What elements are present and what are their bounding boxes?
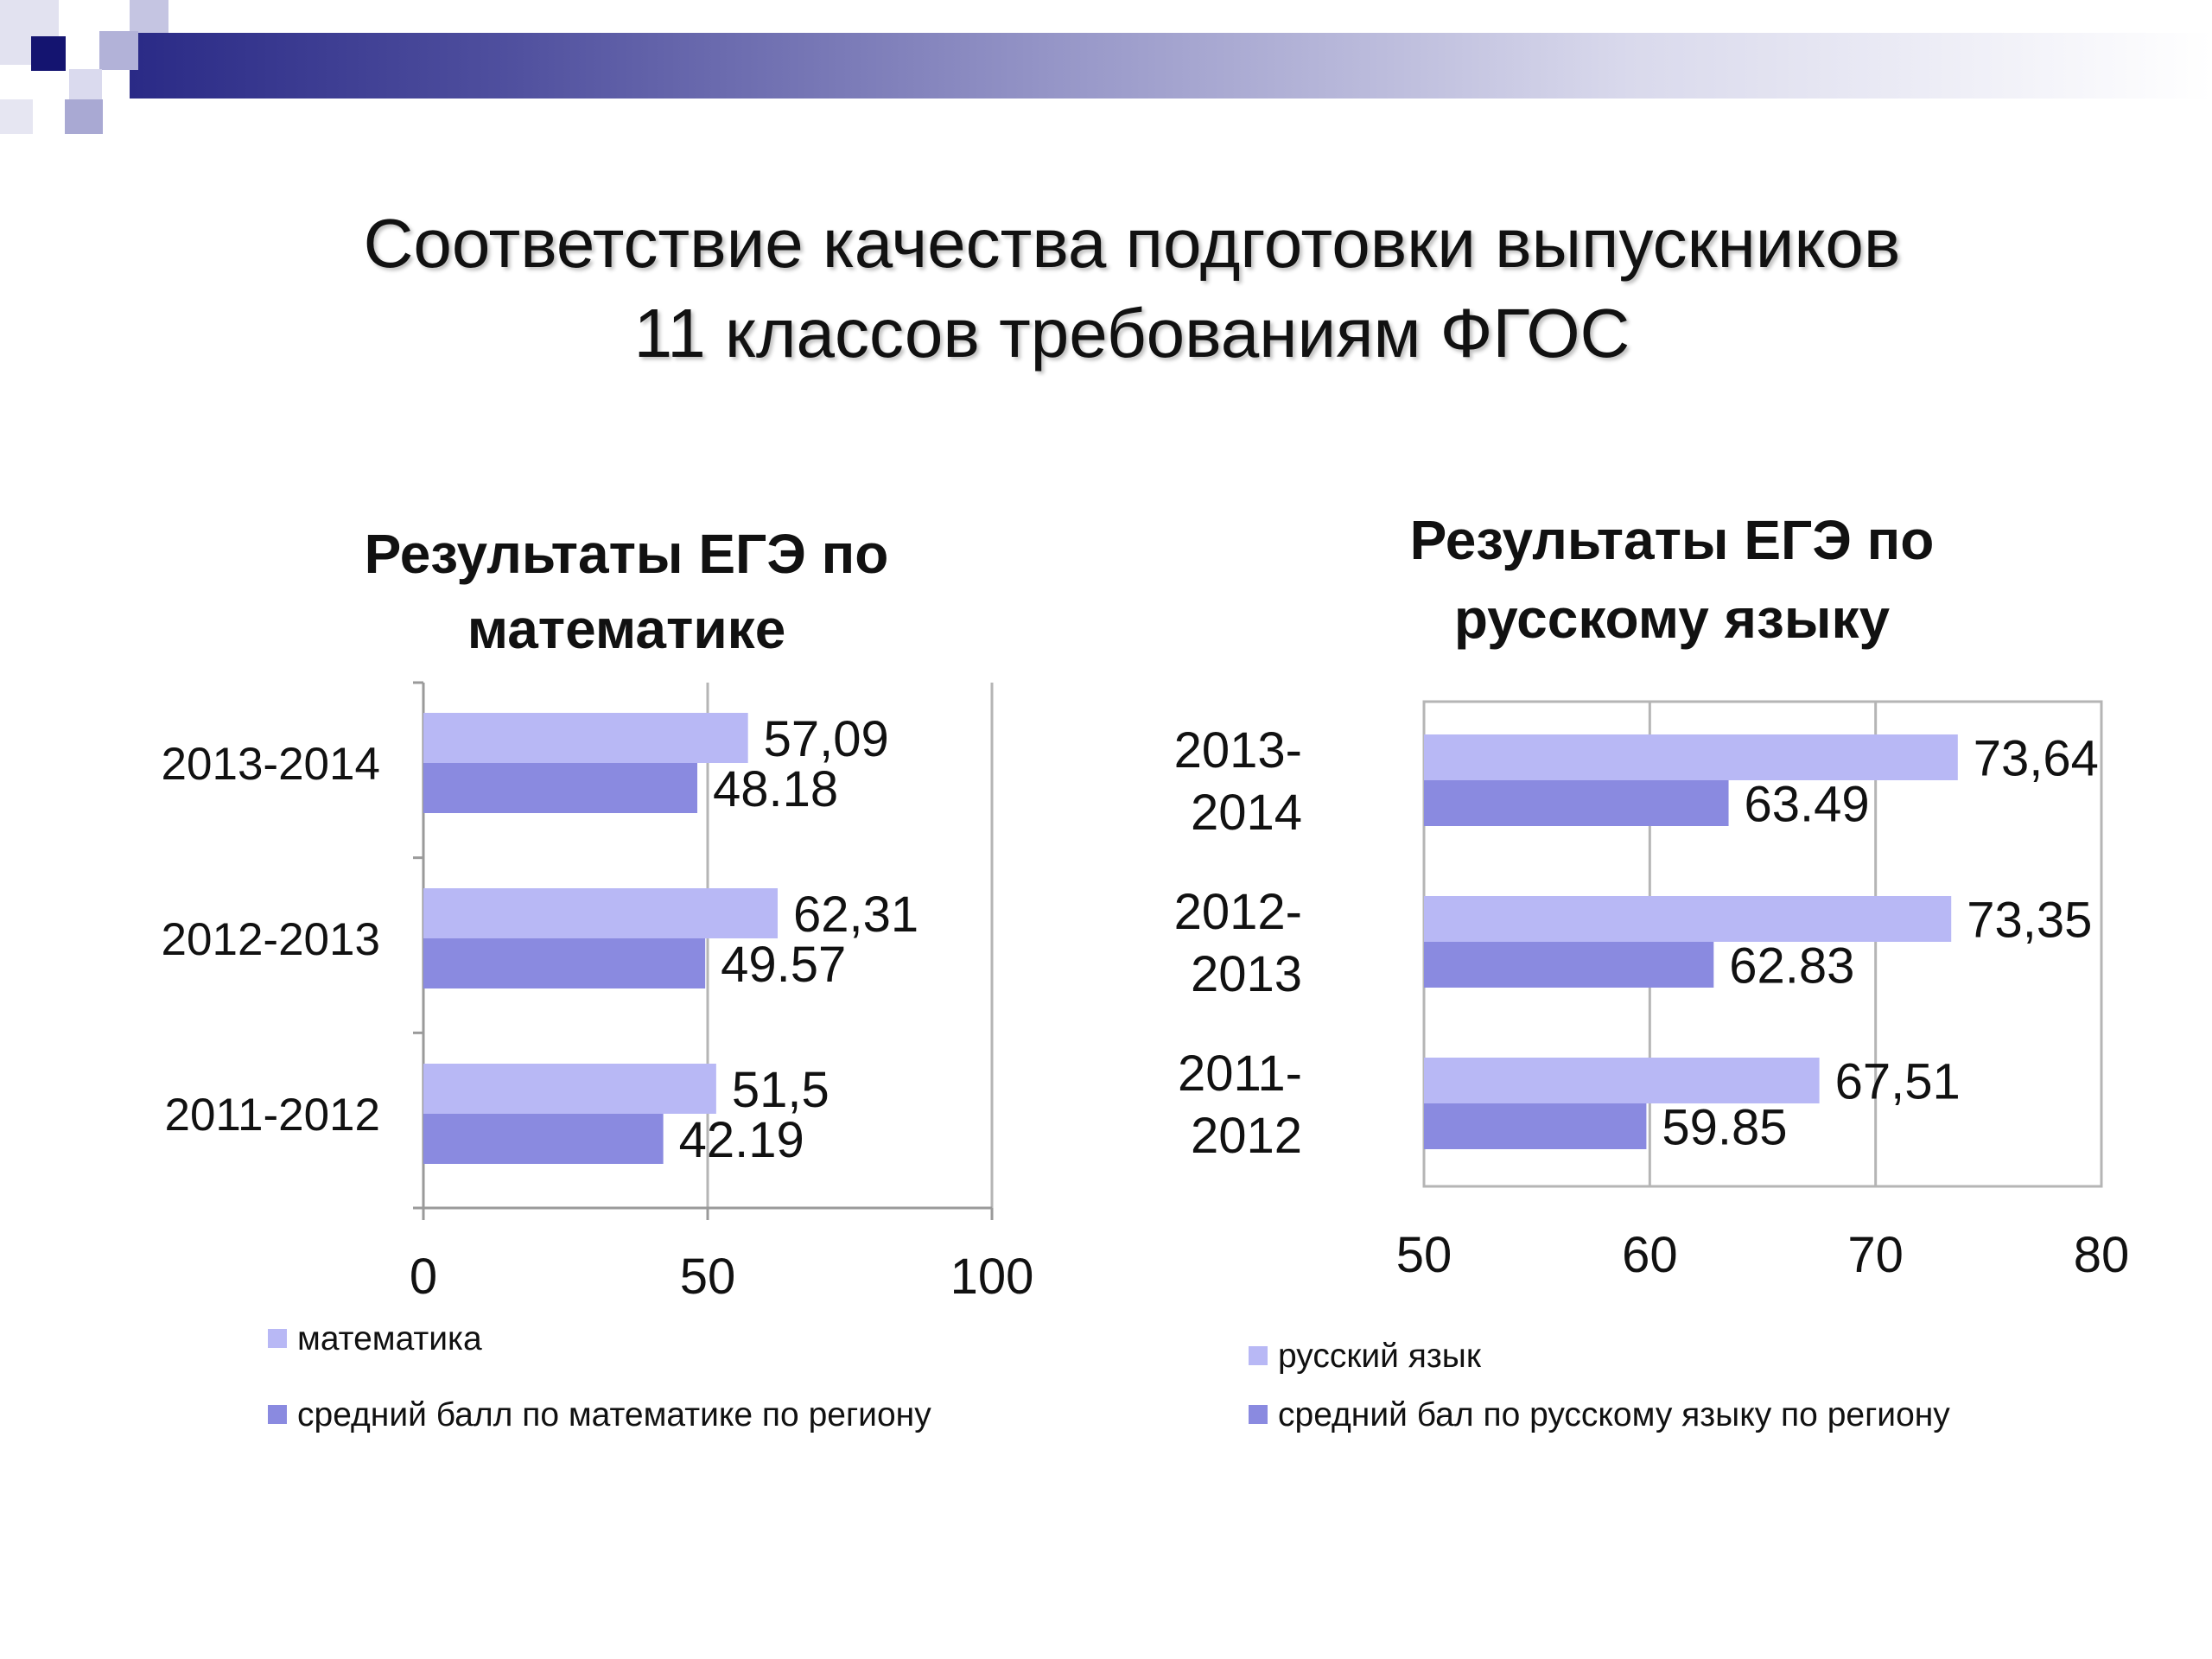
page-title-line-2: 11 классов требованиям ФГОС bbox=[633, 295, 1630, 372]
category-label: 2012 bbox=[1191, 1108, 1302, 1164]
bar-school bbox=[1424, 896, 1952, 942]
data-label: 48.18 bbox=[713, 761, 838, 817]
data-label: 59.85 bbox=[1662, 1099, 1787, 1155]
decor-square bbox=[69, 69, 102, 99]
data-label: 62,31 bbox=[793, 887, 918, 943]
data-label: 63.49 bbox=[1745, 776, 1870, 832]
category-label: 2012- bbox=[1174, 884, 1302, 940]
bar-region bbox=[423, 938, 706, 988]
legend-label: русский язык bbox=[1278, 1338, 1482, 1375]
x-tick-label: 80 bbox=[2074, 1227, 2130, 1283]
legend-swatch bbox=[268, 1329, 287, 1348]
chart-title: математике bbox=[467, 598, 786, 660]
decor-square bbox=[99, 31, 138, 70]
header-gradient-bar bbox=[130, 33, 2212, 99]
category-label: 2013 bbox=[1191, 946, 1302, 1002]
legend-label: средний бал по русскому языку по региону bbox=[1278, 1396, 1950, 1433]
x-tick-label: 0 bbox=[410, 1249, 437, 1305]
data-label: 73,35 bbox=[1967, 892, 2092, 948]
bar-region bbox=[423, 1114, 664, 1164]
bar-region bbox=[423, 763, 698, 813]
x-tick-label: 60 bbox=[1622, 1227, 1678, 1283]
category-label: 2011-2012 bbox=[164, 1090, 380, 1141]
page-title-line-1: Соответствие качества подготовки выпускн… bbox=[363, 205, 1901, 282]
data-label: 42.19 bbox=[679, 1112, 804, 1168]
decor-square bbox=[65, 99, 103, 134]
legend-swatch bbox=[268, 1405, 287, 1424]
category-label: 2014 bbox=[1191, 785, 1302, 841]
data-label: 51,5 bbox=[732, 1062, 830, 1118]
x-tick-label: 70 bbox=[1847, 1227, 1904, 1283]
category-label: 2011- bbox=[1178, 1046, 1302, 1102]
legend-label: математика bbox=[297, 1320, 482, 1357]
category-label: 2013-2014 bbox=[162, 739, 380, 790]
category-label: 2012-2013 bbox=[162, 914, 380, 965]
bar-region bbox=[1424, 942, 1714, 988]
bar-school bbox=[423, 713, 748, 763]
legend-swatch bbox=[1249, 1405, 1268, 1424]
x-tick-label: 50 bbox=[680, 1249, 736, 1305]
x-tick-label: 100 bbox=[950, 1249, 1034, 1305]
data-label: 57,09 bbox=[764, 711, 889, 767]
decor-square bbox=[31, 36, 66, 71]
decor-square bbox=[0, 99, 33, 134]
page-title: Соответствие качества подготовки выпускн… bbox=[0, 199, 2212, 378]
bar-region bbox=[1424, 780, 1729, 826]
category-label: 2013- bbox=[1174, 722, 1302, 779]
data-label: 49.57 bbox=[721, 937, 846, 993]
legend-swatch bbox=[1249, 1346, 1268, 1365]
legend-label: средний балл по математике по региону bbox=[297, 1396, 931, 1433]
data-label: 73,64 bbox=[1974, 730, 2099, 786]
decor-square bbox=[130, 0, 168, 33]
chart-title: Результаты ЕГЭ по bbox=[1410, 509, 1935, 571]
data-label: 67,51 bbox=[1835, 1053, 1961, 1109]
bar-school bbox=[423, 1064, 716, 1114]
bar-region bbox=[1424, 1103, 1647, 1149]
bar-school bbox=[1424, 734, 1958, 780]
bar-school bbox=[423, 888, 778, 938]
chart-title: Результаты ЕГЭ по bbox=[365, 523, 889, 585]
bar-school bbox=[1424, 1058, 1820, 1103]
x-tick-label: 50 bbox=[1396, 1227, 1452, 1283]
chart-title: русскому языку bbox=[1454, 588, 1891, 650]
data-label: 62.83 bbox=[1729, 938, 1854, 994]
